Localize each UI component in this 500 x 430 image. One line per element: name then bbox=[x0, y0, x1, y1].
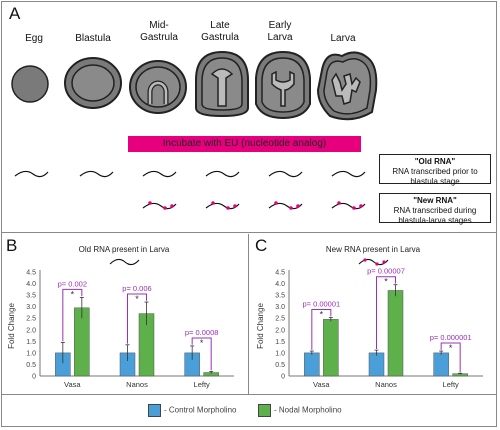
legend-swatch-nodal bbox=[258, 404, 271, 417]
new-bar-control bbox=[368, 352, 385, 377]
new-rna-icon-mark bbox=[382, 260, 386, 264]
old-significance-bracket bbox=[62, 288, 83, 342]
old-rna-icon bbox=[109, 258, 140, 266]
stage-label-larva: Larva bbox=[330, 33, 356, 44]
old-ytick-label: 3.0 bbox=[26, 304, 36, 311]
early-larva-embryo bbox=[255, 50, 311, 120]
new-rna-desc-1: RNA transcribed during bbox=[393, 206, 477, 215]
new-ytick-label: 0 bbox=[281, 374, 285, 381]
mid-gastrula-embryo bbox=[129, 60, 187, 114]
old-pvalue: p= 0.0008 bbox=[185, 328, 219, 337]
old-significance-star: * bbox=[71, 289, 75, 299]
new-ylabel: Fold Change bbox=[256, 303, 265, 349]
old-ytick-label: 0 bbox=[32, 374, 36, 381]
legend-control: - Control Morpholino bbox=[148, 404, 236, 417]
new-significance-star: * bbox=[320, 310, 324, 320]
old-ytick-label: 4.5 bbox=[26, 270, 36, 277]
old-significance-star: * bbox=[135, 294, 139, 304]
old-rna-title: "Old RNA" bbox=[414, 157, 456, 166]
new-ytick-label: 4.5 bbox=[275, 270, 285, 277]
new-rna-lines bbox=[142, 202, 366, 210]
new-category-label: Nanos bbox=[375, 380, 397, 389]
new-title: New RNA present in Larva bbox=[326, 245, 421, 254]
old-rna-desc-2: blastula stage bbox=[410, 177, 460, 186]
new-significance-star: * bbox=[449, 343, 453, 353]
old-ylabel: Fold Change bbox=[7, 303, 16, 349]
old-rna-legend: "Old RNA" RNA transcribed prior to blast… bbox=[379, 154, 491, 186]
egg-embryo bbox=[11, 65, 49, 103]
new-significance-bracket bbox=[311, 309, 332, 350]
stage-label-late-gastrula: Late Gastrula bbox=[201, 20, 239, 43]
old-category-label: Nanos bbox=[126, 380, 148, 389]
new-pvalue: p= 0.000001 bbox=[430, 333, 472, 342]
stage-label-early-larva: Early Larva bbox=[267, 20, 293, 43]
old-ytick-label: 3.5 bbox=[26, 293, 36, 300]
old-pvalue: p= 0.006 bbox=[122, 284, 151, 293]
new-rna-legend: "New RNA" RNA transcribed during blastul… bbox=[379, 193, 491, 225]
legend-nodal: - Nodal Morpholino bbox=[258, 404, 342, 417]
old-ytick-label: 4.0 bbox=[26, 281, 36, 288]
panel-c-letter: C bbox=[255, 236, 268, 255]
new-pvalue: p= 0.00001 bbox=[302, 300, 340, 309]
new-ytick-label: 4.0 bbox=[275, 281, 285, 288]
old-ytick-label: 2.0 bbox=[26, 327, 36, 334]
legend-control-label: - Control Morpholino bbox=[164, 405, 237, 415]
chart-new-rna: New RNA present in Larva Fold Change 0 0.5 1… bbox=[256, 245, 483, 389]
larva-embryo bbox=[316, 51, 378, 121]
old-significance-star: * bbox=[200, 338, 204, 348]
new-bar-control bbox=[433, 352, 449, 377]
old-category-label: Vasa bbox=[64, 380, 81, 389]
new-significance-bracket bbox=[376, 276, 396, 349]
new-bar-nodal bbox=[323, 319, 339, 377]
new-category-label: Vasa bbox=[313, 380, 330, 389]
old-ytick-label: 1.5 bbox=[26, 339, 36, 346]
incubate-banner: Incubate with EU (nucleotide analog) bbox=[128, 136, 361, 152]
old-significance-bracket bbox=[191, 337, 212, 371]
blastula-embryo bbox=[64, 57, 122, 109]
new-rna-label-marks bbox=[148, 201, 363, 210]
old-ytick-label: 0.5 bbox=[26, 362, 36, 369]
divider-b-c bbox=[248, 234, 249, 394]
new-ytick-label: 3.5 bbox=[275, 293, 285, 300]
legend-swatch-control bbox=[148, 404, 161, 417]
new-rna-desc-2: blastula-larva stages bbox=[398, 216, 472, 225]
divider-a-bc bbox=[1, 232, 497, 233]
old-pvalue: p= 0.002 bbox=[58, 279, 87, 288]
panel-a-letter: A bbox=[9, 4, 21, 23]
old-rna-lines bbox=[14, 170, 366, 178]
new-ytick-label: 0.5 bbox=[275, 362, 285, 369]
new-bar-nodal bbox=[387, 290, 404, 377]
new-ytick-label: 1.5 bbox=[275, 339, 285, 346]
legend-nodal-label: - Nodal Morpholino bbox=[274, 405, 342, 415]
late-gastrula-embryo bbox=[195, 50, 249, 118]
new-ytick-label: 2.5 bbox=[275, 316, 285, 323]
new-significance-bracket bbox=[440, 342, 461, 373]
old-significance-bracket bbox=[127, 293, 147, 344]
new-pvalue: p= 0.00007 bbox=[367, 267, 405, 276]
new-rna-icon-mark bbox=[363, 258, 367, 262]
new-ytick-label: 2.0 bbox=[275, 327, 285, 334]
old-category-label: Lefty bbox=[194, 380, 211, 389]
new-ytick-label: 3.0 bbox=[275, 304, 285, 311]
new-significance-star: * bbox=[384, 277, 388, 287]
old-rna-desc-1: RNA transcribed prior to bbox=[392, 167, 478, 176]
new-rna-icon-mark bbox=[375, 262, 379, 266]
stage-label-blastula: Blastula bbox=[75, 33, 111, 44]
old-ytick-label: 1.0 bbox=[26, 350, 36, 357]
new-category-label: Lefty bbox=[443, 380, 460, 389]
old-ytick-label: 2.5 bbox=[26, 316, 36, 323]
old-title: Old RNA present in Larva bbox=[79, 245, 170, 254]
new-ytick-label: 1.0 bbox=[275, 350, 285, 357]
stage-label-egg: Egg bbox=[25, 33, 43, 44]
new-bar-control bbox=[304, 352, 320, 377]
stage-label-mid-gastrula: Mid- Gastrula bbox=[140, 20, 178, 43]
panel-b-letter: B bbox=[6, 236, 18, 255]
embryo-stages-illustration bbox=[11, 50, 378, 210]
chart-old-rna: Old RNA present in Larva Fold Change 0 0.5 1… bbox=[7, 245, 234, 389]
new-rna-title: "New RNA" bbox=[413, 196, 457, 205]
divider-bc-legend bbox=[1, 394, 497, 395]
